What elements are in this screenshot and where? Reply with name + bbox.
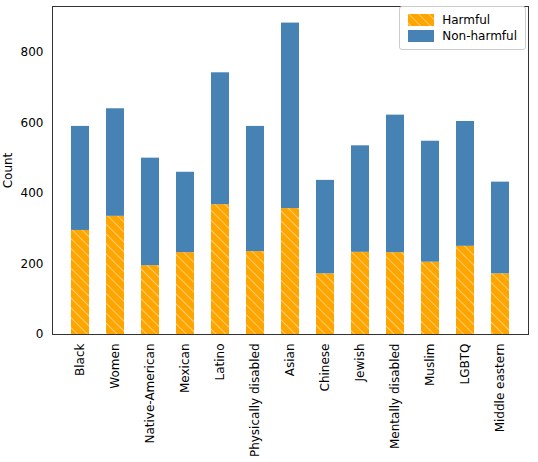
html-text:Non-harmful: Non-harmful <box>442 29 517 43</box>
svg-text:400: 400 <box>21 186 44 200</box>
svg-text:Physically disabled: Physically disabled <box>248 344 262 458</box>
svg-text:Black: Black <box>73 343 87 376</box>
html-text:Harmful: Harmful <box>442 13 491 27</box>
svg-text:LGBTQ: LGBTQ <box>458 344 472 385</box>
svg-text:Asian: Asian <box>283 344 297 377</box>
svg-text:Latino: Latino <box>213 344 227 381</box>
svg-text:200: 200 <box>21 257 44 271</box>
svg-text:Middle eastern: Middle eastern <box>493 344 507 433</box>
svg-text:0: 0 <box>36 327 44 341</box>
svg-text:600: 600 <box>21 116 44 130</box>
svg-text:Native-American: Native-American <box>143 344 157 444</box>
svg-text:Muslim: Muslim <box>423 344 437 387</box>
svg-text:Chinese: Chinese <box>318 344 332 392</box>
svg-text:Women: Women <box>108 344 122 389</box>
svg-text:Mexican: Mexican <box>178 344 192 394</box>
svg-text:Count: Count <box>1 152 15 188</box>
svg-text:Jewish: Jewish <box>353 344 367 383</box>
svg-text:Mentally disabled: Mentally disabled <box>388 344 402 450</box>
svg-text:800: 800 <box>21 45 44 59</box>
